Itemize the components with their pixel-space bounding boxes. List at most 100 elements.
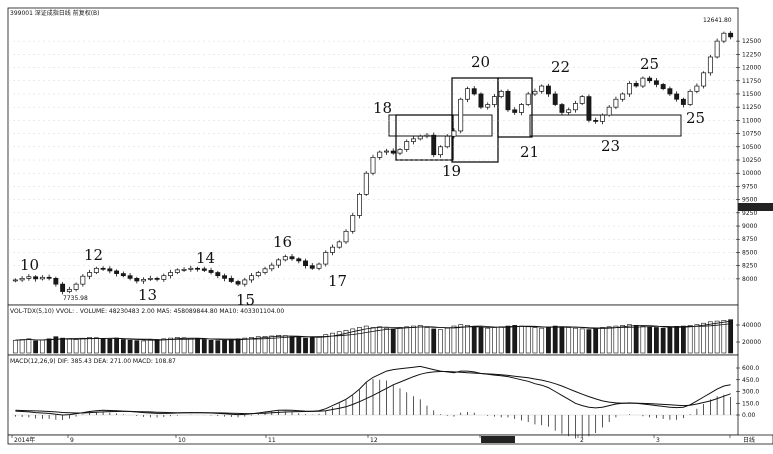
volume-bar (127, 339, 133, 354)
candle-up (465, 88, 470, 100)
candle-up (620, 93, 626, 100)
volume-bar (492, 327, 497, 354)
volume-bar (222, 339, 227, 354)
volume-bar (714, 320, 720, 354)
volume-bar (579, 328, 585, 354)
volume-bar (627, 324, 632, 354)
candle-up (694, 85, 700, 92)
volume-bar (309, 337, 315, 354)
candle-down (100, 267, 106, 270)
volume-bar (154, 339, 160, 354)
volume-bar (201, 339, 207, 354)
annotation-12: 12 (84, 246, 103, 264)
candle-up (404, 141, 410, 150)
candle-up (492, 96, 497, 105)
volume-bar (404, 326, 410, 354)
grid-layer (8, 40, 738, 280)
volume-bar (141, 340, 146, 354)
candle-up (498, 90, 504, 97)
volume-bar (633, 325, 639, 354)
volume-bar (505, 325, 511, 354)
volume-bar (606, 326, 612, 354)
candle-up (276, 259, 281, 266)
volume-bar (539, 327, 545, 354)
candle-up (363, 172, 369, 195)
candle-up (73, 283, 79, 290)
candle-up (336, 241, 342, 248)
candle-down (545, 85, 551, 95)
price-tick-label: 11500 (742, 91, 761, 98)
volume-bar (39, 339, 45, 354)
volume-bar (107, 338, 113, 354)
candle-up (566, 109, 572, 113)
candle-up (188, 267, 194, 270)
volume-bar (100, 338, 106, 354)
volume-bar (370, 327, 376, 354)
x-tick-label: 3 (656, 437, 660, 444)
volume-bar (114, 337, 119, 354)
candle-up (93, 267, 99, 273)
y-ticks-layer: 12500 12250 12000 11750 11500 11250 11000 10750… (736, 38, 773, 419)
volume-bar (289, 336, 295, 354)
volume-bar (336, 331, 342, 354)
candle-down (728, 32, 734, 38)
volume-bar (242, 337, 248, 354)
volume-tick-label: 20000 (742, 339, 761, 346)
price-tick-label: 11750 (742, 78, 761, 85)
volume-bar (444, 327, 450, 354)
volume-bar (451, 325, 457, 354)
volume-bar (235, 338, 241, 354)
candle-down (33, 276, 39, 280)
volume-bar (53, 336, 59, 354)
candle-up (147, 277, 153, 280)
candle-up (255, 272, 261, 277)
annotation-17: 17 (328, 272, 347, 290)
candle-up (80, 275, 86, 285)
candle-up (599, 114, 605, 122)
volume-bar (660, 327, 666, 354)
volume-bar (303, 337, 308, 354)
candle-down (586, 96, 592, 121)
candle-up (39, 276, 45, 280)
volume-layer (12, 319, 734, 354)
annotation-16: 16 (273, 233, 292, 251)
price-tick-label: 10750 (742, 131, 761, 138)
candle-down (154, 277, 160, 280)
candle-up (181, 269, 187, 271)
candle-down (471, 88, 477, 95)
candle-down (633, 83, 639, 87)
annotation-19: 19 (442, 162, 461, 180)
volume-tick-label: 40000 (742, 322, 761, 329)
annotation-23: 23 (601, 137, 620, 155)
volume-ma10-line (15, 323, 731, 341)
candle-down (201, 268, 207, 271)
candle-up (323, 252, 329, 265)
x-tick-label: 9 (70, 437, 74, 444)
candle-up (174, 269, 180, 273)
volume-bar (168, 337, 173, 354)
candle-down (215, 272, 221, 277)
volume-bar (323, 334, 329, 354)
x-tick-label: 10 (178, 437, 186, 444)
price-tick-label: 9500 (742, 197, 757, 204)
macd-tick-label: 450.0 (742, 377, 759, 384)
candle-down (228, 277, 234, 282)
volume-bar (512, 325, 518, 354)
price-tick-label: 12500 (742, 38, 761, 45)
price-tick-label: 10000 (742, 170, 761, 177)
volume-bar (363, 325, 369, 354)
candle-up (350, 215, 356, 232)
volume-bar (667, 327, 673, 354)
candle-down (647, 77, 653, 82)
candle-up (282, 256, 288, 261)
x-tick-label: 12 (370, 437, 378, 444)
candle-up (168, 272, 174, 277)
volume-bar (73, 339, 79, 354)
volume-bar (66, 338, 72, 354)
volume-bar (147, 339, 153, 354)
volume-bar (485, 327, 491, 354)
macd-tick-label: 600.0 (742, 365, 759, 372)
annotation-15: 15 (236, 291, 255, 309)
volume-bar (134, 340, 140, 354)
price-tick-label: 9750 (742, 183, 757, 190)
